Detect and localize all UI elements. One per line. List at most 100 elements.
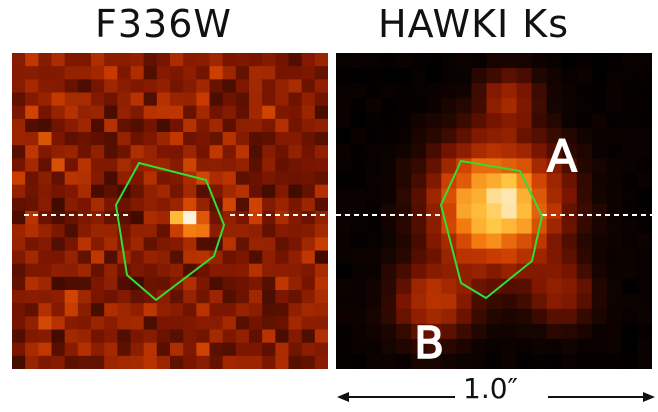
pixel <box>91 237 105 252</box>
pixel <box>235 145 250 159</box>
pixel <box>396 278 412 295</box>
pixel <box>501 143 518 159</box>
pixel <box>249 79 263 94</box>
pixel <box>621 98 638 114</box>
pixel <box>235 197 250 212</box>
pixel <box>471 188 488 205</box>
pixel <box>301 145 316 159</box>
pixel <box>314 118 328 133</box>
pixel <box>606 68 623 84</box>
pixel <box>336 128 352 144</box>
pixel <box>621 308 638 325</box>
pixel <box>336 158 352 174</box>
pixel <box>156 53 171 67</box>
pixel <box>411 263 427 280</box>
pixel <box>249 158 263 173</box>
pixel <box>314 105 328 120</box>
pixel <box>275 276 290 291</box>
pixel <box>471 53 488 69</box>
pixel <box>183 197 197 212</box>
pixel <box>561 113 578 129</box>
pixel <box>12 303 26 317</box>
pixel <box>38 329 53 344</box>
pixel <box>249 66 263 80</box>
pixel <box>501 308 518 325</box>
pixel <box>130 66 145 80</box>
pixel <box>366 233 382 250</box>
pixel <box>314 132 328 146</box>
pixel <box>235 118 250 133</box>
pixel <box>183 263 197 278</box>
pixel <box>441 233 457 250</box>
pixel <box>249 171 263 186</box>
pixel <box>486 113 503 129</box>
pixel <box>143 316 158 331</box>
pixel <box>104 53 118 67</box>
pixel <box>301 276 316 291</box>
pixel <box>606 128 623 144</box>
pixel <box>501 68 518 84</box>
pixel <box>636 203 652 220</box>
pixel <box>91 211 105 225</box>
pixel <box>531 68 548 84</box>
pixel <box>396 113 412 129</box>
pixel <box>381 218 397 235</box>
pixel <box>209 132 224 146</box>
pixel <box>411 323 427 340</box>
pixel <box>516 53 533 69</box>
pixel <box>235 211 250 225</box>
pixel <box>25 184 39 199</box>
pixel <box>381 323 397 340</box>
pixel <box>235 250 250 265</box>
pixel <box>411 98 427 114</box>
pixel <box>235 303 250 317</box>
pixel <box>170 66 184 80</box>
pixel <box>336 278 352 295</box>
pixel <box>91 224 105 238</box>
pixel <box>262 250 276 265</box>
pixel <box>38 303 53 317</box>
pixel <box>621 83 638 99</box>
pixel <box>64 250 79 265</box>
pixel <box>516 278 533 295</box>
pixel <box>104 79 118 94</box>
pixel <box>196 329 211 344</box>
pixel <box>104 211 118 225</box>
pixel <box>301 132 316 146</box>
pixel <box>104 329 118 344</box>
pixel <box>351 83 367 99</box>
pixel <box>606 143 623 159</box>
pixel <box>51 237 66 252</box>
pixel <box>262 276 276 291</box>
pixel <box>12 276 26 291</box>
pixel <box>381 188 397 205</box>
pixel <box>77 250 92 265</box>
pixel <box>501 218 518 235</box>
pixel <box>288 355 303 369</box>
pixel <box>516 323 533 340</box>
pixel <box>51 184 66 199</box>
pixel <box>486 233 503 250</box>
pixel <box>351 263 367 280</box>
pixel <box>262 224 276 238</box>
label-b: B <box>414 318 444 369</box>
pixel <box>314 276 328 291</box>
pixel <box>38 66 53 80</box>
pixel <box>25 118 39 133</box>
pixel <box>183 132 197 146</box>
pixel <box>561 278 578 295</box>
pixel <box>621 338 638 355</box>
pixel <box>77 316 92 331</box>
pixel <box>249 211 263 225</box>
pixel <box>235 79 250 94</box>
pixel <box>249 184 263 199</box>
pixel <box>64 53 79 67</box>
pixel <box>209 303 224 317</box>
pixel <box>170 290 184 304</box>
pixel <box>301 184 316 199</box>
pixel <box>288 158 303 173</box>
pixel <box>351 173 367 190</box>
pixel <box>222 79 237 94</box>
pixel <box>209 118 224 133</box>
pixel <box>183 303 197 317</box>
